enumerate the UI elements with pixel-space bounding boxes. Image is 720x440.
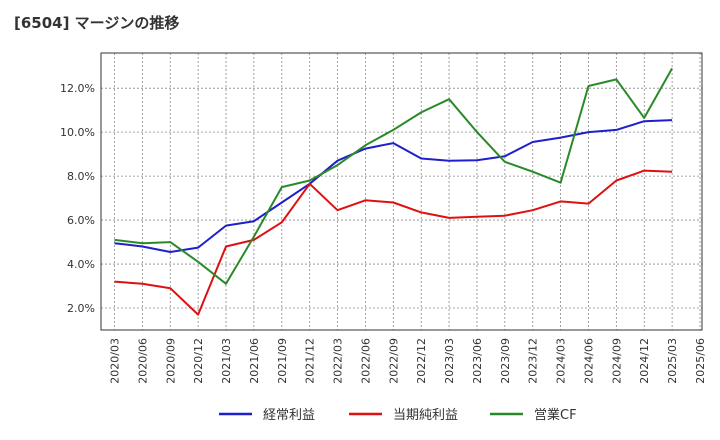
x-tick-label: 2020/03 (109, 338, 122, 384)
y-tick-label: 8.0% (67, 170, 95, 183)
axes (100, 52, 703, 331)
legend-label: 営業CF (534, 407, 577, 423)
plot-frame (100, 52, 703, 331)
x-axis-ticks: 2020/03 2020/06 2020/09 2020/12 2021/03 2021/… (109, 338, 708, 384)
x-tick-label: 2020/09 (164, 338, 177, 384)
x-tick-label: 2023/09 (499, 338, 512, 384)
x-tick-label: 2024/03 (555, 338, 568, 384)
x-tick-label: 2021/03 (220, 338, 233, 384)
x-tick-label: 2024/06 (582, 338, 595, 384)
x-tick-label: 2023/12 (527, 338, 540, 384)
y-axis-ticks: 2.0% 4.0% 6.0% 8.0% 10.0% 12.0% (60, 82, 95, 315)
legend-label: 経常利益 (263, 408, 315, 423)
y-tick-label: 2.0% (67, 302, 95, 315)
x-tick-label: 2022/06 (359, 338, 372, 384)
x-tick-label: 2023/03 (443, 338, 456, 384)
series-lines (114, 67, 673, 316)
x-tick-label: 2024/09 (610, 338, 623, 384)
y-tick-label: 6.0% (67, 214, 95, 227)
x-tick-label: 2021/06 (248, 338, 261, 384)
x-tick-label: 2020/06 (136, 338, 149, 384)
y-tick-label: 4.0% (67, 258, 95, 271)
x-tick-label: 2022/12 (415, 338, 428, 384)
x-tick-label: 2022/09 (387, 338, 400, 384)
grid (101, 53, 702, 330)
y-tick-label: 10.0% (60, 126, 95, 139)
series-line (114, 119, 673, 253)
x-tick-label: 2021/12 (304, 338, 317, 384)
x-tick-label: 2020/12 (192, 338, 205, 384)
legend-label: 当期純利益 (393, 408, 458, 423)
legend: 経常利益 当期純利益 営業CF (219, 407, 577, 423)
x-tick-label: 2023/06 (471, 338, 484, 384)
x-tick-label: 2024/12 (638, 338, 651, 384)
x-tick-label: 2025/06 (694, 338, 707, 384)
x-tick-label: 2025/03 (666, 338, 679, 384)
y-tick-label: 12.0% (60, 82, 95, 95)
x-tick-label: 2021/09 (276, 338, 289, 384)
series-line (114, 169, 673, 316)
x-tick-label: 2022/03 (332, 338, 345, 384)
series-line (114, 67, 673, 285)
chart-title: [6504] マージンの推移 (14, 14, 180, 32)
